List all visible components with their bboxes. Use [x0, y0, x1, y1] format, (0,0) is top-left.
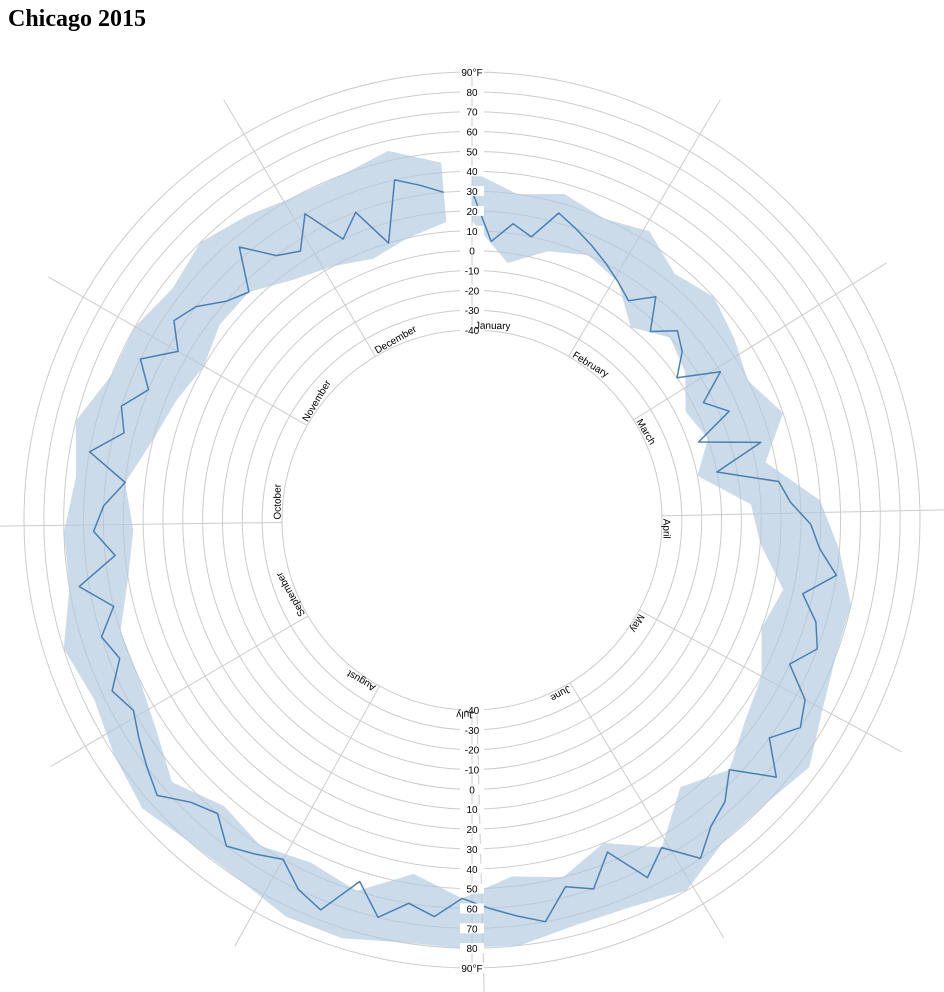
month-label: November [301, 378, 334, 424]
tick-label-top: 50 [466, 147, 478, 158]
month-spoke [50, 615, 309, 767]
tick-label-bg [460, 764, 484, 775]
month-spoke [633, 262, 887, 421]
tick-label-bg [460, 86, 484, 97]
tick-label-bg [460, 305, 484, 316]
tick-label-bg [460, 205, 484, 216]
month-label: August [345, 668, 378, 693]
tick-label-top: 30 [466, 187, 478, 198]
page-title: Chicago 2015 [8, 6, 146, 32]
month-label: July [456, 708, 474, 719]
tick-label-bg [460, 126, 484, 137]
tick-label-top: 90°F [461, 68, 482, 79]
grid-ring [281, 329, 663, 711]
tick-label-bg [460, 325, 484, 335]
tick-label-bg [460, 943, 484, 954]
tick-label-bg [460, 106, 484, 117]
tick-label-bg [460, 265, 484, 276]
tick-label-bg [460, 923, 484, 934]
tick-label-top: 80 [466, 88, 478, 99]
tick-label-bottom: 20 [466, 825, 478, 836]
tick-label-top: -10 [465, 266, 480, 277]
tick-label-top: 20 [466, 207, 478, 218]
tick-label-bg [460, 67, 484, 77]
grid-ring [241, 289, 703, 751]
tick-label-bottom: -10 [465, 766, 480, 777]
tick-label-bg [460, 863, 484, 874]
tick-label-bottom: 90°F [461, 964, 482, 975]
tick-label-top: -30 [465, 306, 480, 317]
tick-label-bottom: -30 [465, 726, 480, 737]
month-label: June [548, 683, 573, 704]
month-spoke [0, 521, 283, 527]
tick-label-bg [460, 166, 484, 177]
tick-label-bottom: 50 [466, 885, 478, 896]
temperature-line [78, 179, 838, 923]
tick-label-bg [460, 744, 484, 755]
month-label: January [475, 321, 511, 333]
tick-label-bottom: 70 [466, 924, 478, 935]
month-spoke [234, 685, 381, 947]
tick-label-bottom: -40 [465, 706, 480, 717]
month-label: April [660, 519, 671, 539]
tick-label-bg [460, 724, 484, 735]
tick-label-bg [460, 963, 484, 973]
tick-label-bg [460, 824, 484, 835]
tick-label-top: 0 [469, 247, 475, 258]
tick-label-bottom: 30 [466, 845, 478, 856]
tick-label-bg [460, 804, 484, 815]
tick-label-top: 40 [466, 167, 478, 178]
tick-label-bg [460, 784, 484, 795]
tick-label-bottom: -20 [465, 746, 480, 757]
tick-label-bg [460, 186, 484, 197]
tick-label-bottom: 60 [466, 904, 478, 915]
tick-label-bg [460, 843, 484, 854]
tick-label-bottom: 10 [466, 805, 478, 816]
tick-label-bg [460, 883, 484, 894]
grid-ring [261, 309, 683, 731]
tick-label-bottom: 40 [466, 865, 478, 876]
tick-label-top: -40 [465, 326, 480, 337]
line-layer [78, 179, 838, 923]
month-label: May [627, 612, 646, 634]
tick-label-bg [460, 146, 484, 157]
tick-label-top: -20 [465, 286, 480, 297]
tick-label-bg [460, 225, 484, 236]
month-label: October [273, 483, 284, 519]
tick-label-bg [460, 245, 484, 256]
tick-label-bottom: 0 [469, 785, 475, 796]
tick-label-bg [460, 285, 484, 296]
month-spoke [569, 682, 725, 939]
tick-label-top: 60 [466, 128, 478, 139]
tick-label-top: 70 [466, 108, 478, 119]
tick-label-bottom: 80 [466, 944, 478, 955]
tick-label-top: 10 [466, 227, 478, 238]
month-spoke [476, 709, 485, 992]
month-label: February [570, 350, 610, 380]
month-spoke [568, 99, 721, 357]
tick-label-bg [460, 705, 484, 715]
grid-ring [221, 269, 723, 771]
month-label: March [634, 417, 658, 447]
tick-label-bg [460, 903, 484, 914]
